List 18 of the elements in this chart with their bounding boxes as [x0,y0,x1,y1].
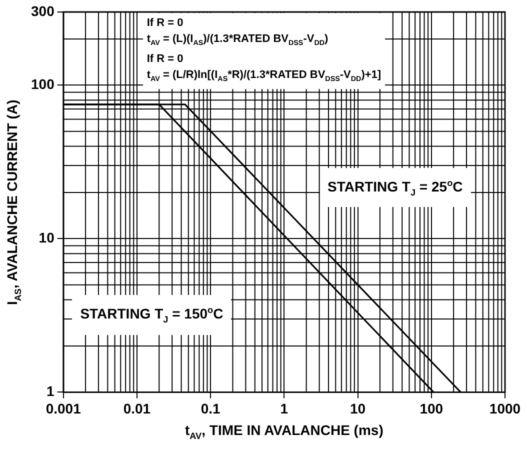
annotation: If R = 0 [146,16,184,31]
y-tick-label: 100 [31,76,55,92]
annotation: If R = 0 [146,52,184,68]
x-axis-title: t$_{AV}$, TIME IN AVALANCHE (ms) [184,422,384,441]
y-tick-label: 300 [31,2,55,19]
text: t$_{AV}$ = (L)(I$_{AS}$)/(1.3*RATED BV$_{DSS}$-V$_{DD}$) [146,33,328,48]
text: t$_{AV}$ = (L/R)ln[(I$_{AS}$*R)/(1.3*RATED BV$_{DSS}$-V$_{DD}$)+1] [146,69,382,84]
x-tick-label: 0.001 [46,400,82,416]
annotation: STARTING T$_{J}$ = 150$^{o}$C [72,295,232,335]
y-tick-label: 10 [38,230,55,246]
x-tick-label: 0.01 [123,400,151,416]
x-tick-label: 0.1 [200,400,221,416]
x-tick-label: 1000 [489,400,521,416]
x-tick-label: 10 [350,400,366,416]
x-tick-label: 1 [280,400,288,416]
x-tick-label: 100 [420,400,444,416]
text: STARTING T$_{J}$ = 25$^{o}$C [320,168,471,208]
y-tick-label: 1 [46,383,55,400]
